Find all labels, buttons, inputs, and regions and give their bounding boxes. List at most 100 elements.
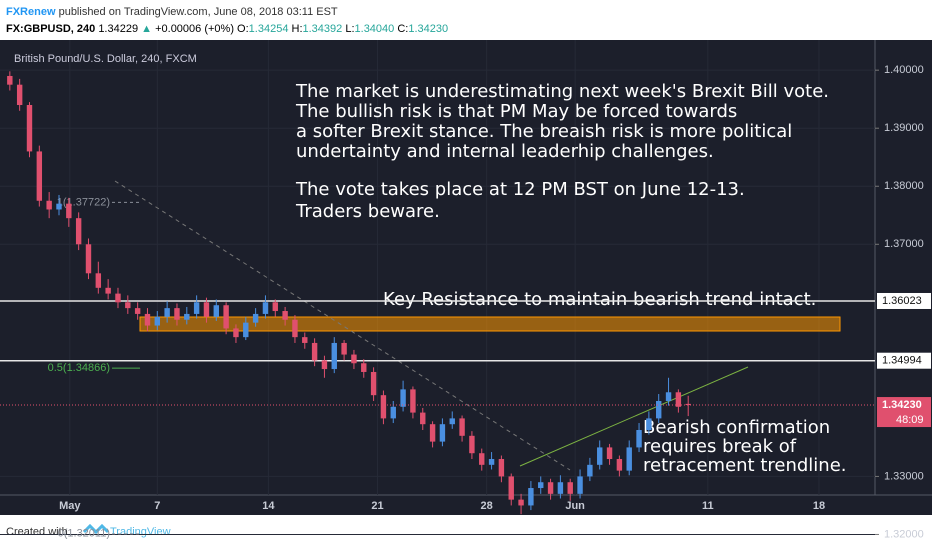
annotation: The bullish risk is that PM May be force…	[295, 101, 737, 122]
level-label: 1.34994	[882, 355, 922, 367]
candle-body	[213, 305, 219, 317]
resistance-zone	[139, 316, 841, 332]
candle-body	[321, 360, 328, 370]
last-price-bg	[877, 397, 931, 428]
o: 1.34254	[249, 23, 289, 35]
arrow: ▲	[141, 23, 152, 35]
author[interactable]: FXRenew	[6, 6, 56, 18]
last-price-label: 1.34230	[882, 399, 922, 411]
tv-logo	[82, 523, 110, 535]
h-label: H:	[292, 23, 303, 35]
candle-body	[203, 302, 210, 317]
symbol: FX:GBPUSD, 240	[6, 23, 95, 35]
candle-body	[675, 392, 682, 407]
footer-brand[interactable]: TradingView	[110, 526, 171, 538]
annotation: Key Resistance to maintain bearish trend…	[383, 289, 816, 310]
countdown: 48:09	[896, 414, 924, 426]
x-tick-label: Jun	[565, 500, 585, 512]
annotation: The market is underestimating next week'…	[295, 81, 829, 102]
candle-body	[125, 302, 131, 309]
candle-body	[587, 464, 593, 477]
candle-body	[75, 218, 82, 245]
candle-body	[685, 403, 691, 406]
header-bg	[0, 0, 932, 40]
y-tick-label: 1.32000	[884, 528, 924, 540]
candle-body	[282, 311, 288, 320]
fib-label: 0(1.32011)	[58, 528, 110, 540]
candle-body	[410, 389, 416, 413]
candle-body	[597, 447, 603, 465]
candle-body	[361, 363, 367, 372]
candle-body	[36, 151, 43, 201]
candle-body	[429, 424, 436, 442]
y-tick-label: 1.38000	[884, 180, 924, 192]
candle-body	[656, 400, 662, 419]
candle-body	[223, 305, 229, 329]
annotation: retracement trendline.	[643, 455, 847, 476]
candle-body	[547, 482, 554, 494]
candle-body	[616, 459, 623, 471]
published: published on TradingView.com, June 08, 2…	[59, 6, 338, 18]
annotation: requires break of	[643, 436, 797, 457]
candle-body	[538, 482, 544, 489]
x-tick-label: 14	[262, 500, 275, 512]
candle-body	[243, 322, 249, 338]
symbol-title: British Pound/U.S. Dollar, 240, FXCM	[14, 53, 197, 65]
level-label-bg	[877, 292, 931, 309]
y-tick-label: 1.40000	[884, 64, 924, 76]
candle-body	[134, 308, 141, 314]
candle-body	[459, 418, 465, 436]
candle-body	[577, 476, 583, 494]
candle-body	[439, 424, 446, 442]
level-label: 1.36023	[882, 295, 922, 307]
annotation: Traders beware.	[295, 201, 440, 222]
candle-body	[479, 453, 485, 465]
candle-body	[262, 302, 269, 314]
l: 1.34040	[355, 23, 395, 35]
candle-body	[7, 75, 13, 85]
header-line1: FXRenew published on TradingView.com, Ju…	[6, 6, 338, 18]
level-label-bg	[877, 352, 931, 369]
annotation: The vote takes place at 12 PM BST on Jun…	[295, 179, 745, 200]
x-tick-label: May	[59, 500, 81, 512]
fib-label: 0.5(1.34866)	[48, 362, 110, 374]
x-tick-label: 11	[702, 500, 714, 512]
candle-body	[144, 313, 151, 326]
candle-body	[115, 293, 121, 303]
candle-body	[528, 488, 534, 506]
candle-body	[56, 203, 62, 210]
candle-body	[351, 354, 357, 364]
candle-body	[174, 308, 180, 320]
candle-body	[272, 302, 278, 312]
candle-body	[193, 302, 200, 314]
annotation: undertainty and internal leaderhip chall…	[296, 141, 714, 162]
candle-body	[341, 342, 347, 355]
candle-body	[252, 313, 259, 323]
candle-body	[154, 316, 161, 326]
candle-body	[105, 287, 111, 294]
x-tick-label: 7	[154, 500, 160, 512]
candle-body	[390, 406, 396, 419]
y-tick-label: 1.33000	[884, 470, 924, 482]
candle-body	[606, 447, 613, 460]
candle-body	[508, 476, 514, 500]
candle-body	[95, 273, 102, 288]
candle-body	[626, 447, 632, 471]
change: +0.00006 (+0%)	[155, 23, 234, 35]
candle-body	[66, 203, 72, 219]
plot-bg	[0, 40, 932, 515]
candle-body	[164, 308, 170, 317]
h: 1.34392	[303, 23, 343, 35]
x-tick-label: 28	[481, 500, 493, 512]
candle-body	[16, 84, 23, 105]
candle-body	[311, 342, 318, 361]
candle-body	[665, 392, 672, 401]
candle-body	[302, 337, 308, 343]
y-tick-label: 1.39000	[884, 122, 924, 134]
candle-body	[636, 430, 642, 448]
header-line2: FX:GBPUSD, 240 1.34229 ▲ +0.00006 (+0%) …	[6, 23, 448, 35]
annotation: a softer Brexit stance. The breaish risk…	[296, 121, 792, 142]
candle-body	[449, 418, 455, 425]
candle-body	[331, 342, 337, 370]
o-label: O:	[237, 23, 249, 35]
